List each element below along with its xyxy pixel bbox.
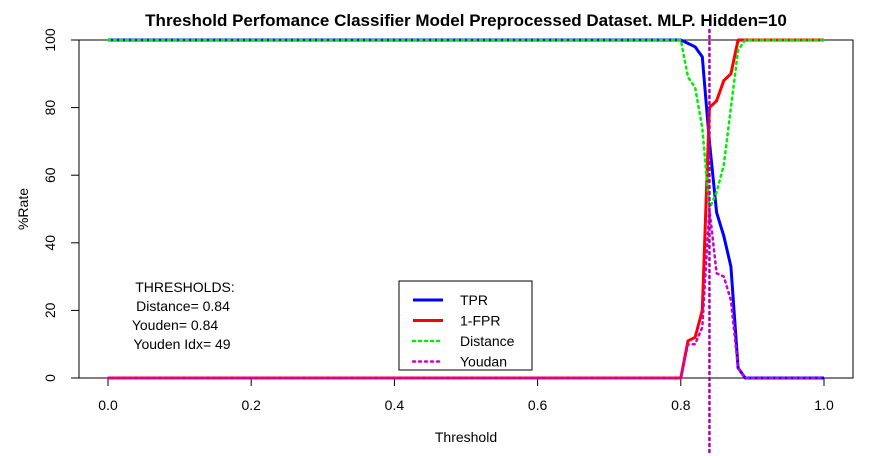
legend-label: Youdan — [460, 354, 507, 370]
series-distance-line — [106, 38, 826, 211]
x-tick-label: 0.4 — [385, 397, 405, 413]
annotation-line-1: THRESHOLDS: — [135, 279, 235, 295]
x-tick-label: 0.8 — [671, 397, 691, 413]
legend-label: Distance — [460, 333, 515, 349]
y-tick-label: 60 — [42, 167, 58, 183]
x-tick-label: 1.0 — [814, 397, 834, 413]
annotation-line-3: Youden= 0.84 — [132, 317, 219, 333]
x-tick-label: 0.6 — [528, 397, 548, 413]
chart-title: Threshold Perfomance Classifier Model Pr… — [145, 11, 787, 30]
x-tick-label: 0.2 — [241, 397, 261, 413]
series-1-fpr-line — [108, 38, 824, 380]
x-axis-label: Threshold — [435, 429, 497, 445]
y-tick-label: 100 — [42, 28, 58, 52]
y-axis: 0 20 40 60 80 100 — [42, 28, 80, 382]
annotation-line-4: Youden Idx= 49 — [133, 336, 230, 352]
legend: TPR 1-FPR Distance Youdan — [398, 280, 533, 371]
y-tick-label: 0 — [42, 374, 58, 382]
series-layer — [106, 38, 826, 380]
legend-label: TPR — [460, 292, 488, 308]
annotation-box: THRESHOLDS: Distance= 0.84 Youden= 0.84 … — [132, 279, 235, 352]
legend-items: TPR 1-FPR Distance Youdan — [411, 292, 515, 370]
y-tick-label: 40 — [42, 235, 58, 251]
y-tick-label: 80 — [42, 100, 58, 116]
series-youdan-line — [106, 207, 826, 380]
y-axis-label: %Rate — [15, 188, 31, 230]
x-axis: 0.0 0.2 0.4 0.6 0.8 1.0 — [98, 377, 834, 413]
annotation-line-2: Distance= 0.84 — [136, 298, 230, 314]
legend-box — [398, 280, 533, 371]
x-tick-label: 0.0 — [98, 397, 118, 413]
y-tick-label: 20 — [42, 302, 58, 318]
legend-label: 1-FPR — [460, 313, 500, 329]
